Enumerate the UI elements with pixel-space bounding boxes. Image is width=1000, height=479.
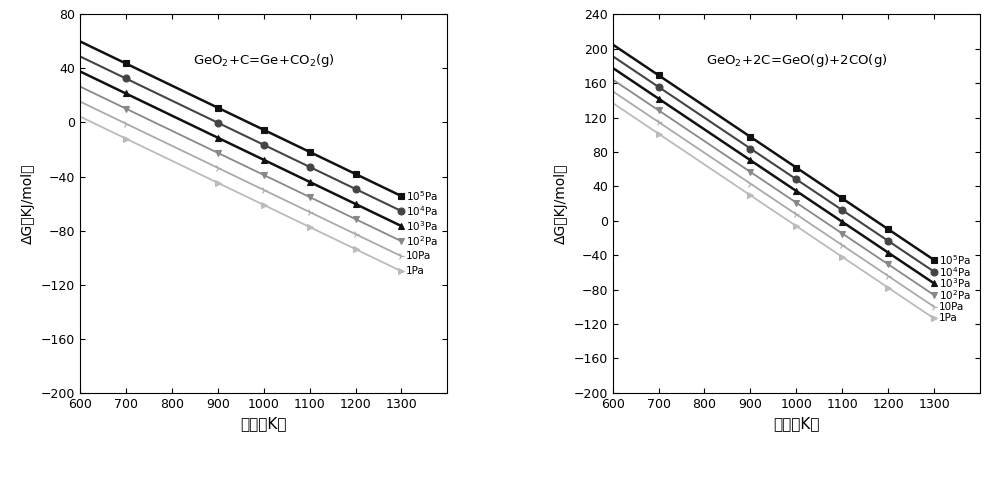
Text: 10Pa: 10Pa: [406, 251, 431, 261]
Text: 10$^3$Pa: 10$^3$Pa: [939, 276, 971, 290]
Text: GeO$_2$+C=Ge+CO$_2$(g): GeO$_2$+C=Ge+CO$_2$(g): [193, 52, 335, 69]
Text: 10$^4$Pa: 10$^4$Pa: [939, 265, 971, 279]
Text: 10$^3$Pa: 10$^3$Pa: [406, 219, 438, 233]
Text: 10$^2$Pa: 10$^2$Pa: [939, 288, 971, 302]
Text: 10Pa: 10Pa: [939, 302, 964, 312]
Text: 10$^5$Pa: 10$^5$Pa: [939, 253, 971, 267]
Text: 10$^4$Pa: 10$^4$Pa: [406, 204, 438, 218]
Y-axis label: ΔG（KJ/mol）: ΔG（KJ/mol）: [21, 163, 35, 244]
Text: 1Pa: 1Pa: [406, 266, 425, 276]
Y-axis label: ΔG（KJ/mol）: ΔG（KJ/mol）: [554, 163, 568, 244]
X-axis label: 温度（K）: 温度（K）: [773, 416, 820, 431]
Text: 1Pa: 1Pa: [939, 313, 957, 323]
Text: 10$^2$Pa: 10$^2$Pa: [406, 234, 438, 248]
X-axis label: 温度（K）: 温度（K）: [240, 416, 287, 431]
Text: GeO$_2$+2C=GeO(g)+2CO(g): GeO$_2$+2C=GeO(g)+2CO(g): [706, 52, 887, 69]
Text: 10$^5$Pa: 10$^5$Pa: [406, 189, 438, 203]
